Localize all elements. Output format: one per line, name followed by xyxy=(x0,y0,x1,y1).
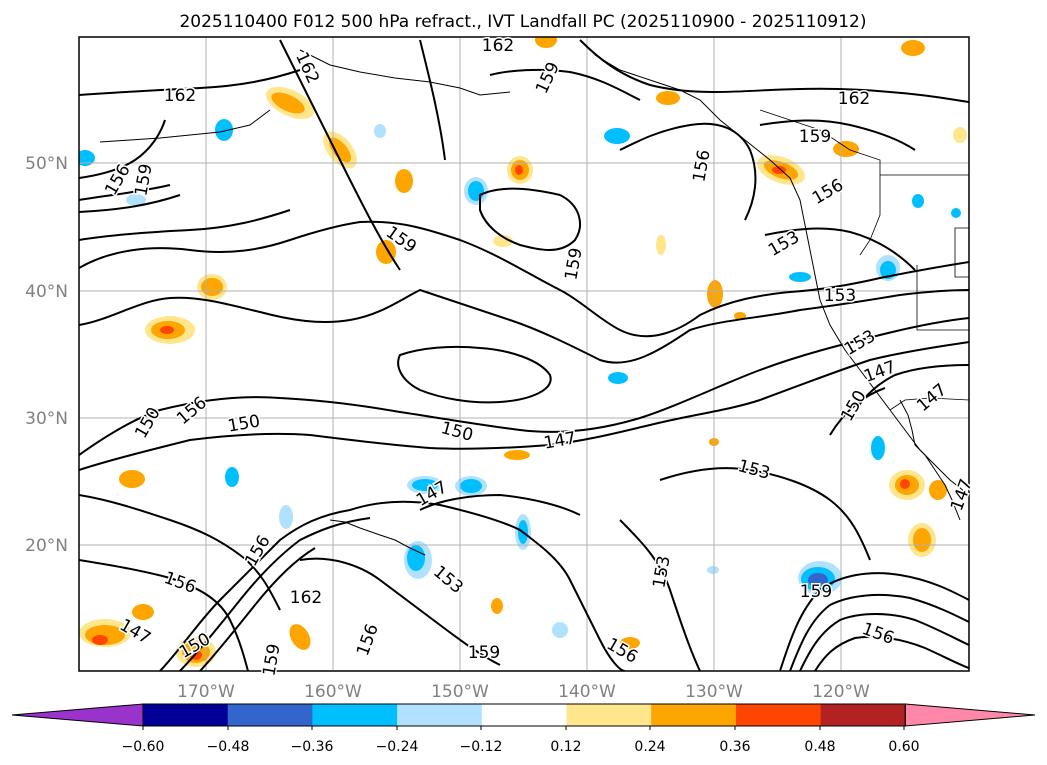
colorbar-segment xyxy=(143,704,229,726)
contour-label: 159 xyxy=(259,642,284,677)
contour-label: 162 xyxy=(482,36,514,56)
lon-label-160w: 160°W xyxy=(304,682,362,702)
colorbar-tick-label: 0.12 xyxy=(550,739,581,755)
colorbar-tick-label: 0.60 xyxy=(888,739,919,755)
colorbar-segment xyxy=(820,704,906,726)
contour-label: 159 xyxy=(799,127,831,147)
colorbar-frame xyxy=(142,703,906,727)
colorbar-tick-label: −0.60 xyxy=(122,739,165,755)
colorbar-tick-label: 0.48 xyxy=(804,739,835,755)
colorbar-segment xyxy=(651,704,737,726)
lat-label-20n: 20°N xyxy=(25,536,68,556)
lon-label-120w: 120°W xyxy=(812,682,870,702)
colorbar-segment xyxy=(735,704,822,726)
figure-title: 2025110400 F012 500 hPa refract., IVT La… xyxy=(179,12,866,32)
colorbar-extend-high xyxy=(904,703,1036,727)
contour-label: 162 xyxy=(838,89,870,109)
colorbar-segment xyxy=(227,704,313,726)
colorbar-tick-label: −0.24 xyxy=(376,739,419,755)
map-panel xyxy=(79,37,969,671)
coastlines xyxy=(99,49,969,556)
lon-label-150w: 150°W xyxy=(431,682,489,702)
contour-label: 159 xyxy=(468,643,500,663)
lon-label-170w: 170°W xyxy=(177,682,235,702)
colorbar-tick-label: −0.12 xyxy=(460,739,503,755)
colorbar-tick-label: −0.48 xyxy=(207,739,250,755)
colorbar-segment xyxy=(481,704,567,726)
lat-label-30n: 30°N xyxy=(25,409,68,429)
colorbar-tick-label: −0.36 xyxy=(291,739,334,755)
colorbar-segment xyxy=(566,704,652,726)
colorbar: −0.60 −0.48 −0.36 −0.24 −0.12 0.12 0.24 0.36 0.4… xyxy=(11,703,1036,755)
contour-label: 162 xyxy=(164,86,196,106)
colorbar-tick-label: 0.24 xyxy=(634,739,665,755)
refractivity-contours xyxy=(79,39,969,671)
contour-label: 162 xyxy=(290,588,322,608)
lon-label-130w: 130°W xyxy=(685,682,743,702)
contour-label: 153 xyxy=(824,286,856,306)
positive-shading xyxy=(79,37,967,667)
lat-label-50n: 50°N xyxy=(25,154,68,174)
colorbar-extend-low xyxy=(11,703,144,727)
lat-label-40n: 40°N xyxy=(25,282,68,302)
contour-label: 159 xyxy=(800,582,832,602)
negative-shading xyxy=(79,119,961,638)
colorbar-segment xyxy=(397,704,483,726)
lon-label-140w: 140°W xyxy=(558,682,616,702)
colorbar-tick-label: 0.36 xyxy=(719,739,750,755)
map-border xyxy=(78,36,970,672)
longitude-labels: 170°W 160°W 150°W 140°W 130°W 120°W xyxy=(177,682,870,702)
colorbar-segment xyxy=(312,704,398,726)
gridlines xyxy=(79,37,969,671)
latitude-labels: 50°N 40°N 30°N 20°N xyxy=(25,154,68,556)
